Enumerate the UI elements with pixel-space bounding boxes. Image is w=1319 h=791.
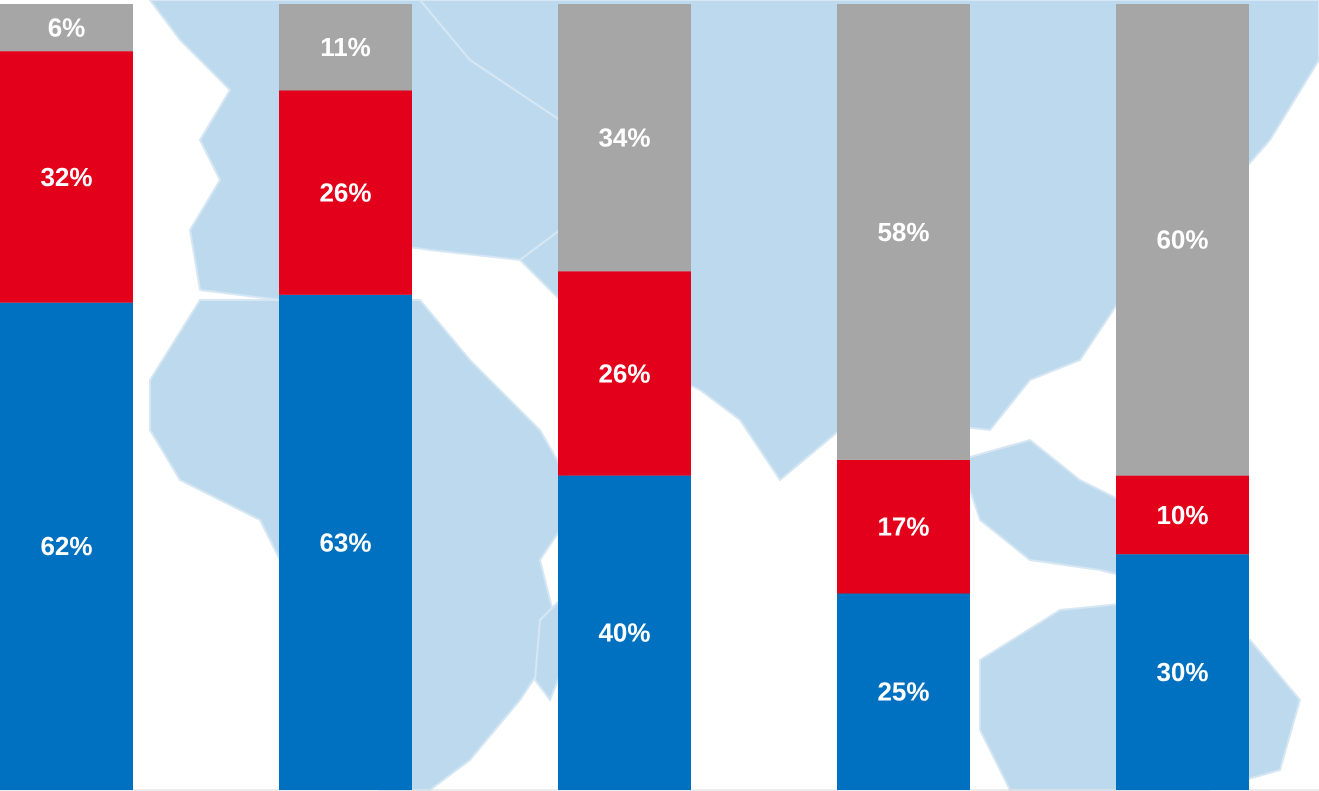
- bar-segment: [279, 90, 412, 295]
- data-label: 26%: [598, 358, 650, 388]
- data-label: 63%: [319, 527, 371, 557]
- bar-segment: [1116, 475, 1249, 555]
- bar-segment: [0, 302, 133, 790]
- bar-segment: [837, 593, 970, 790]
- bar-segment: [837, 459, 970, 594]
- bar-segment: [837, 4, 970, 460]
- bar-segment: [558, 4, 691, 272]
- data-label: 25%: [877, 677, 929, 707]
- data-label: 30%: [1156, 657, 1208, 687]
- bar-segment: [1116, 554, 1249, 790]
- bar-segment: [558, 271, 691, 476]
- data-label: 10%: [1156, 500, 1208, 530]
- data-label: 60%: [1156, 225, 1208, 255]
- data-label: 58%: [877, 217, 929, 247]
- bar-segment: [1116, 4, 1249, 476]
- bar-segment: [0, 51, 133, 303]
- data-label: 34%: [598, 122, 650, 152]
- data-label: 11%: [320, 32, 371, 62]
- data-label: 62%: [40, 531, 92, 561]
- data-label: 6%: [48, 12, 86, 42]
- data-label: 26%: [319, 178, 371, 208]
- bar-segment: [0, 4, 133, 52]
- data-label: 40%: [598, 618, 650, 648]
- data-label: 17%: [877, 512, 929, 542]
- bar-segment: [279, 4, 412, 91]
- bar-segment: [279, 294, 412, 790]
- data-label: 32%: [40, 162, 92, 192]
- bar-segment: [558, 475, 691, 790]
